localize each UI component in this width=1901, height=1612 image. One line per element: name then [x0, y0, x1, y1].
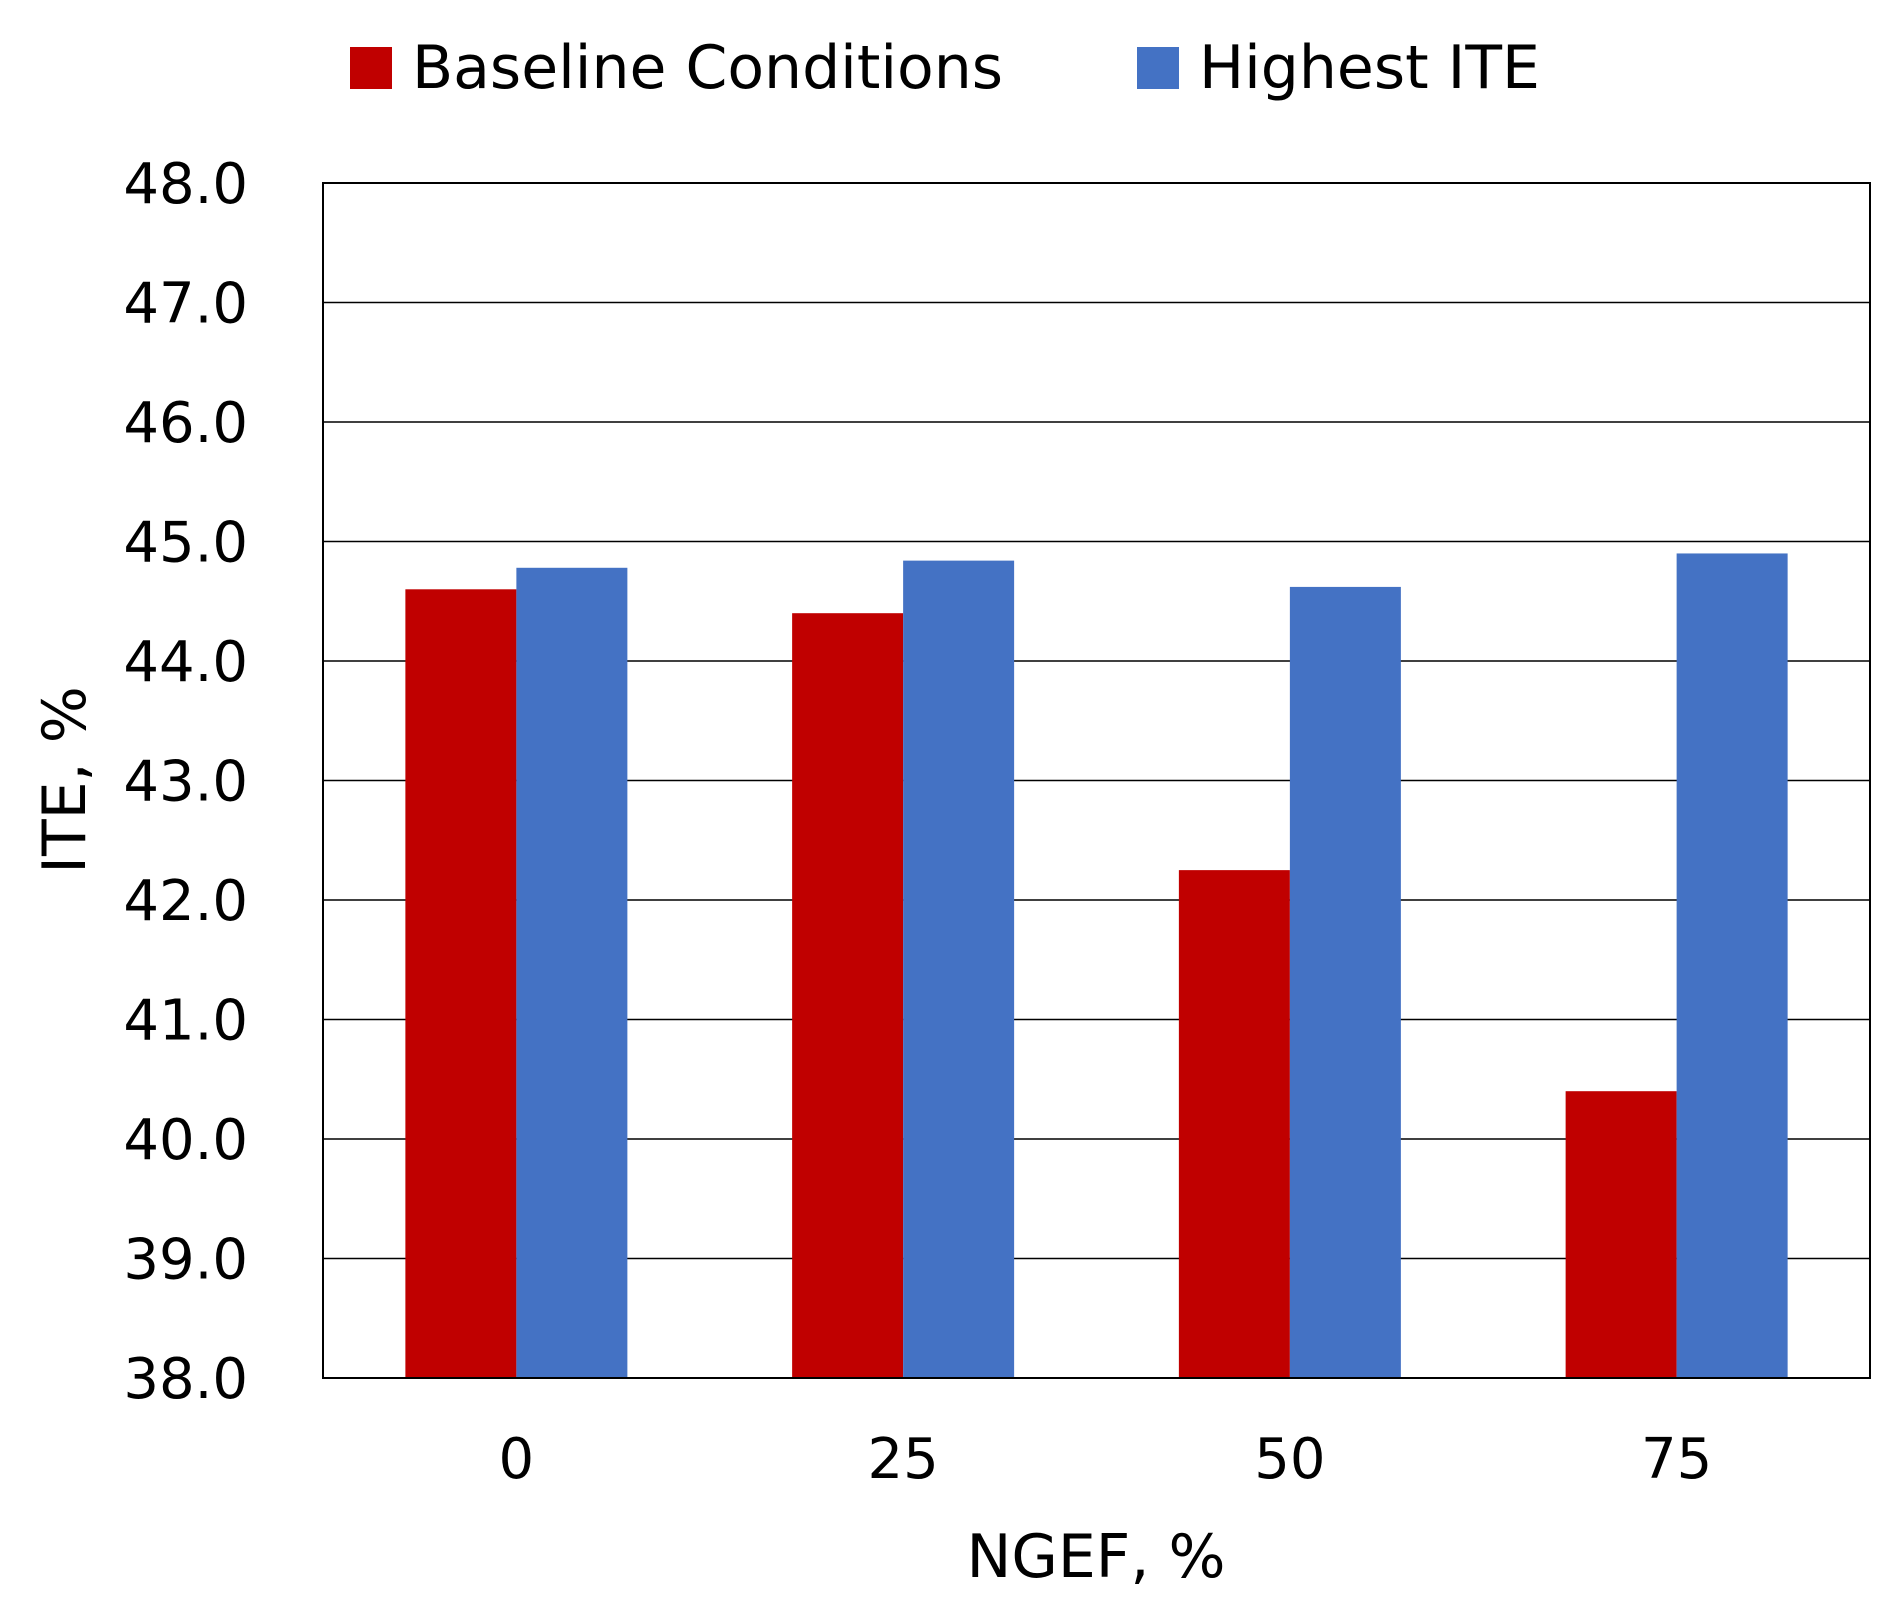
bar-baseline-conditions-75 — [1565, 1091, 1677, 1378]
y-tick-label: 40.0 — [123, 1108, 248, 1173]
y-tick-label: 38.0 — [123, 1347, 248, 1412]
bar-highest-ite-75 — [1676, 553, 1788, 1378]
legend-label-baseline-conditions: Baseline Conditions — [412, 33, 1003, 103]
y-tick-label: 45.0 — [123, 511, 248, 576]
y-tick-label: 44.0 — [123, 630, 248, 695]
legend-label-highest-ite: Highest ITE — [1199, 33, 1540, 103]
y-tick-label: 42.0 — [123, 869, 248, 934]
y-axis-title: ITE, % — [30, 686, 100, 873]
x-tick-label: 50 — [1254, 1427, 1325, 1492]
x-axis-title: NGEF, % — [967, 1522, 1226, 1592]
x-tick-label: 25 — [867, 1427, 938, 1492]
x-axis-ticks: 0 25 50 75 — [499, 1427, 1713, 1492]
y-axis-ticks: 38.0 39.0 40.0 41.0 42.0 43.0 44.0 45.0 46.0 47.0… — [123, 152, 248, 1412]
bar-baseline-conditions-50 — [1178, 870, 1290, 1378]
bar-highest-ite-25 — [903, 560, 1015, 1378]
bar-baseline-conditions-25 — [792, 613, 904, 1378]
legend: Baseline Conditions Highest ITE — [350, 33, 1540, 103]
y-tick-label: 48.0 — [123, 152, 248, 217]
x-tick-label: 75 — [1641, 1427, 1712, 1492]
bars — [405, 553, 1788, 1378]
y-tick-label: 47.0 — [123, 272, 248, 337]
x-tick-label: 0 — [499, 1427, 535, 1492]
y-tick-label: 43.0 — [123, 750, 248, 815]
y-tick-label: 41.0 — [123, 989, 248, 1054]
y-tick-label: 39.0 — [123, 1228, 248, 1293]
legend-swatch-baseline-conditions — [350, 47, 392, 89]
plot-area-frame — [322, 182, 1871, 1379]
legend-swatch-highest-ite — [1137, 47, 1179, 89]
bar-baseline-conditions-0 — [405, 589, 517, 1378]
y-tick-label: 46.0 — [123, 391, 248, 456]
bar-highest-ite-50 — [1289, 586, 1401, 1378]
bar-highest-ite-0 — [516, 567, 628, 1378]
